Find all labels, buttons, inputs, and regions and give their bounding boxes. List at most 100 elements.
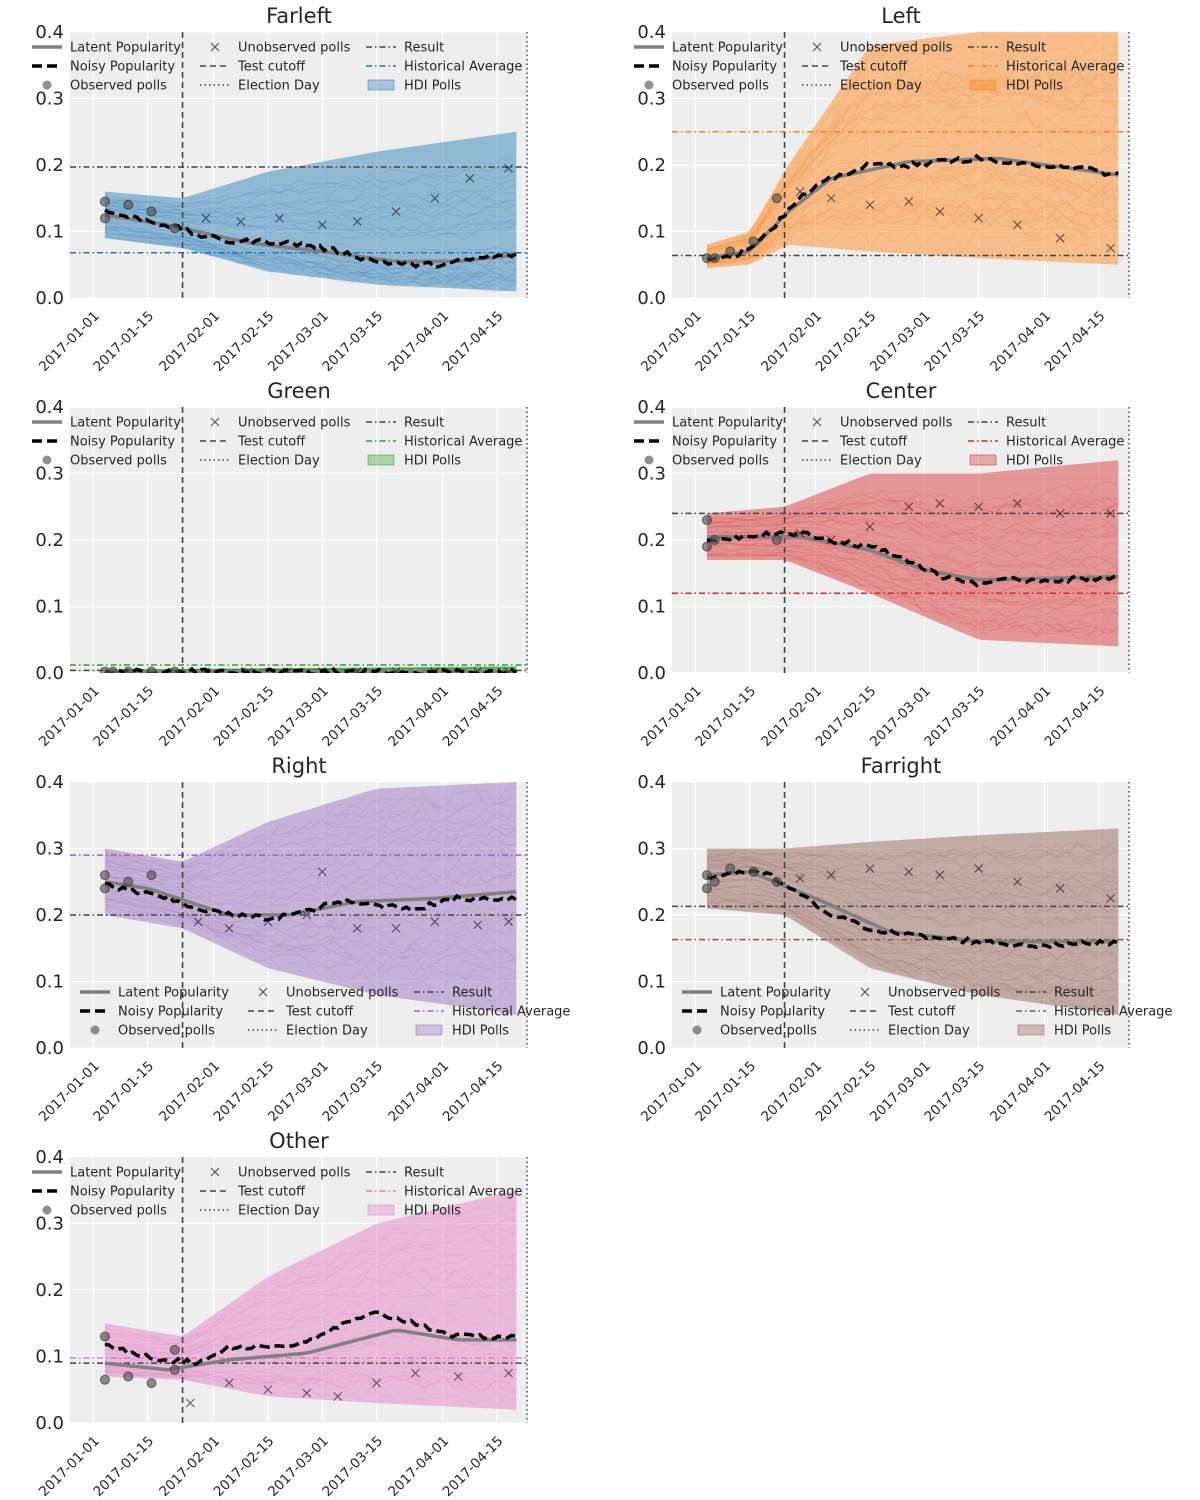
posterior-draw-line bbox=[104, 1269, 517, 1356]
posterior-draw-line bbox=[104, 231, 517, 285]
posterior-draw-line bbox=[706, 857, 1119, 891]
posterior-draw-line bbox=[104, 823, 517, 879]
legend-label-hdi: HDI Polls bbox=[1006, 454, 1063, 469]
posterior-draw-line bbox=[104, 891, 517, 941]
legend-observed-handle bbox=[90, 1025, 100, 1035]
noisy-popularity-line bbox=[706, 529, 1119, 588]
unobserved-poll-marker bbox=[504, 1368, 514, 1378]
posterior-draw-line bbox=[706, 890, 1119, 988]
observed-poll-marker bbox=[107, 666, 118, 673]
posterior-draw-line bbox=[706, 895, 1119, 995]
unobserved-poll-marker bbox=[430, 193, 440, 203]
legend-label-hdi: HDI Polls bbox=[404, 1204, 461, 1219]
posterior-draw-line bbox=[104, 869, 517, 909]
posterior-draw-line bbox=[104, 196, 517, 217]
posterior-draw-line bbox=[706, 849, 1119, 870]
posterior-draw-line bbox=[104, 892, 517, 941]
hdi-band bbox=[706, 460, 1119, 647]
posterior-draw-line bbox=[104, 1359, 517, 1381]
posterior-draw-line bbox=[104, 895, 517, 954]
legend: Latent Popularity Noisy Popularity Observe… bbox=[32, 1166, 522, 1219]
unobserved-poll-marker bbox=[1055, 883, 1065, 893]
posterior-draw-line bbox=[706, 854, 1119, 879]
posterior-draw-line bbox=[104, 180, 517, 212]
legend-label-latent: Latent Popularity bbox=[70, 416, 181, 431]
legend-label-historical: Historical Average bbox=[1006, 60, 1124, 75]
posterior-draw-line bbox=[706, 900, 1119, 1002]
posterior-draw-line bbox=[706, 856, 1119, 886]
posterior-draws bbox=[104, 787, 517, 1002]
observed-poll-marker bbox=[146, 666, 157, 673]
posterior-draw-line bbox=[706, 843, 1119, 862]
observed-poll-marker bbox=[701, 870, 712, 881]
posterior-draw-line bbox=[706, 487, 1119, 521]
y-tick-label: 0.1 bbox=[637, 972, 666, 993]
y-tick-label: 0.1 bbox=[637, 222, 666, 243]
posterior-draw-line bbox=[706, 131, 1119, 257]
posterior-draw-line bbox=[706, 543, 1119, 607]
legend-label-observed: Observed polls bbox=[70, 1204, 167, 1219]
y-tick-label: 0.3 bbox=[637, 89, 666, 110]
legend-label-hdi: HDI Polls bbox=[1006, 79, 1063, 94]
legend-label-historical: Historical Average bbox=[1054, 1005, 1172, 1020]
unobserved-poll-marker bbox=[275, 213, 285, 223]
y-tick-label: 0.0 bbox=[637, 1038, 666, 1059]
posterior-draw-line bbox=[706, 858, 1119, 896]
posterior-draw-line bbox=[104, 208, 517, 234]
posterior-draw-line bbox=[104, 227, 517, 282]
legend-label-unobserved: Unobserved polls bbox=[286, 986, 399, 1001]
observed-poll-marker bbox=[146, 1378, 157, 1389]
posterior-draw-line bbox=[706, 863, 1119, 915]
unobserved-poll-marker bbox=[795, 874, 805, 883]
posterior-draw-line bbox=[706, 88, 1119, 252]
posterior-draw-line bbox=[104, 1227, 517, 1346]
reference-lines bbox=[672, 782, 1130, 1048]
posterior-draw-line bbox=[104, 836, 517, 885]
reference-lines bbox=[70, 782, 528, 1048]
posterior-draw-line bbox=[104, 1218, 517, 1342]
posterior-draw-line bbox=[104, 809, 517, 875]
legend-label-result: Result bbox=[452, 986, 492, 1001]
posterior-draw-line bbox=[104, 207, 517, 238]
unobserved-poll-marker bbox=[302, 910, 312, 920]
unobserved-poll-marker bbox=[1013, 220, 1022, 230]
observed-poll-marker bbox=[748, 236, 759, 247]
posterior-draw-line bbox=[706, 884, 1119, 974]
observed-poll-marker bbox=[709, 535, 720, 545]
legend-observed-handle bbox=[644, 80, 654, 90]
posterior-draw-line bbox=[104, 1223, 517, 1345]
legend-label-latent: Latent Popularity bbox=[70, 41, 181, 56]
posterior-draw-line bbox=[706, 886, 1119, 977]
legend-label-result: Result bbox=[1006, 416, 1046, 431]
unobserved-poll-marker bbox=[974, 213, 984, 223]
y-axis: 0.0 0.1 0.2 0.3 0.4 bbox=[35, 772, 64, 1059]
posterior-draw-line bbox=[706, 884, 1119, 973]
posterior-draw-line bbox=[706, 200, 1119, 265]
y-tick-label: 0.3 bbox=[35, 1214, 64, 1235]
legend-observed-handle bbox=[42, 80, 52, 90]
unobserved-polls bbox=[795, 499, 1116, 545]
posterior-draw-line bbox=[104, 1371, 517, 1393]
hdi-band bbox=[706, 828, 1119, 1015]
y-tick-label: 0.4 bbox=[35, 397, 64, 418]
legend: Latent Popularity Noisy Popularity Observe… bbox=[32, 416, 522, 469]
observed-poll-marker bbox=[99, 1331, 110, 1342]
posterior-draw-line bbox=[104, 1284, 517, 1360]
legend-label-noisy: Noisy Popularity bbox=[70, 60, 175, 75]
legend-label-result: Result bbox=[1006, 41, 1046, 56]
posterior-draw-line bbox=[104, 787, 517, 867]
grid bbox=[672, 781, 1130, 1049]
legend-label-latent: Latent Popularity bbox=[672, 41, 783, 56]
observed-poll-marker bbox=[701, 515, 712, 526]
observed-polls bbox=[99, 1331, 180, 1389]
posterior-draw-line bbox=[706, 552, 1119, 637]
legend-label-noisy: Noisy Popularity bbox=[118, 1005, 223, 1020]
legend-label-latent: Latent Popularity bbox=[70, 1166, 181, 1181]
unobserved-poll-marker bbox=[391, 207, 401, 216]
unobserved-poll-marker bbox=[795, 187, 805, 197]
posterior-draw-line bbox=[706, 82, 1119, 252]
posterior-draw-line bbox=[706, 552, 1119, 636]
posterior-draw-line bbox=[104, 1292, 517, 1361]
